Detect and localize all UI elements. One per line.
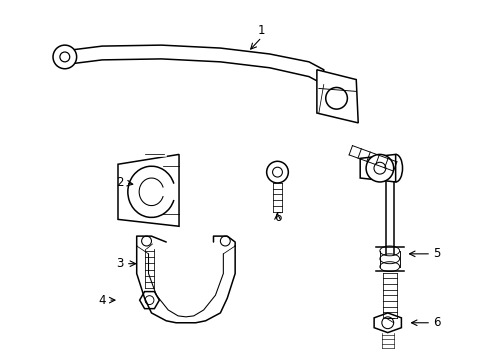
Text: 4: 4 <box>98 294 106 307</box>
Circle shape <box>53 45 76 69</box>
Polygon shape <box>360 154 395 182</box>
Polygon shape <box>317 70 358 123</box>
Polygon shape <box>118 154 179 226</box>
Circle shape <box>267 161 288 183</box>
Circle shape <box>382 317 393 329</box>
Polygon shape <box>374 313 401 333</box>
Text: 5: 5 <box>433 247 441 260</box>
Text: 6: 6 <box>433 316 441 329</box>
Text: 3: 3 <box>116 257 123 270</box>
Text: 6: 6 <box>274 211 281 224</box>
Circle shape <box>374 162 386 174</box>
Polygon shape <box>140 292 159 309</box>
Polygon shape <box>71 45 324 85</box>
Text: 2: 2 <box>116 176 123 189</box>
Circle shape <box>142 236 151 246</box>
Circle shape <box>272 167 282 177</box>
Circle shape <box>60 52 70 62</box>
Circle shape <box>366 154 393 182</box>
Circle shape <box>326 87 347 109</box>
Circle shape <box>220 236 230 246</box>
Text: 1: 1 <box>258 24 266 37</box>
Circle shape <box>145 296 154 305</box>
